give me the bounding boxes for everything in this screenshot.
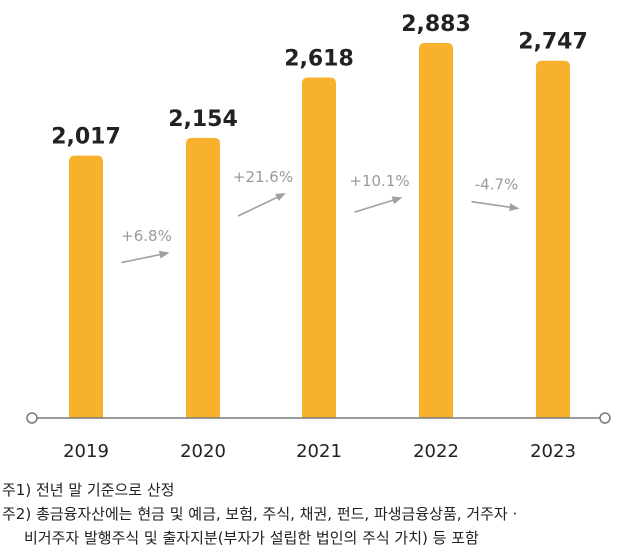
change-arrow-1 [121, 250, 170, 264]
value-label-2021: 2,618 [284, 46, 354, 71]
x-tick-2023: 2023 [530, 441, 576, 462]
change-label-3: +10.1% [349, 172, 409, 190]
bar-2020 [186, 137, 220, 418]
bar-2023 [536, 60, 570, 418]
footnotes: 주1) 전년 말 기준으로 산정 주2) 총금융자산에는 현금 및 예금, 보험… [2, 478, 632, 550]
x-axis-end-marker [599, 412, 611, 424]
bar-2022 [419, 43, 453, 418]
x-axis-start-marker [26, 412, 38, 424]
x-tick-2020: 2020 [180, 441, 226, 462]
bar-2021 [302, 77, 336, 418]
footnote-1: 주1) 전년 말 기준으로 산정 [2, 481, 175, 499]
footnote-2: 주2) 총금융자산에는 현금 및 예금, 보험, 주식, 채권, 펀드, 파생금… [2, 505, 518, 523]
change-label-1: +6.8% [121, 227, 172, 245]
value-label-2022: 2,883 [401, 12, 471, 37]
value-label-2023: 2,747 [518, 30, 588, 55]
change-arrow-2 [237, 193, 286, 217]
bar-2019 [69, 155, 103, 419]
change-arrow-3 [354, 196, 403, 213]
bar-chart: 2,017 2,154 2,618 2,883 2,747 +6.8% +21.6% +10… [26, 12, 611, 462]
change-label-4: -4.7% [475, 176, 519, 194]
value-label-2019: 2,017 [51, 125, 121, 150]
x-tick-2019: 2019 [63, 441, 109, 462]
change-arrow-4 [471, 200, 520, 212]
x-tick-2022: 2022 [413, 441, 459, 462]
footnote-2-continued: 비거주자 발행주식 및 출자지분(부자가 설립한 법인의 주식 가치) 등 포함 [24, 529, 479, 547]
value-label-2020: 2,154 [168, 107, 238, 132]
change-label-2: +21.6% [233, 168, 293, 186]
x-tick-2021: 2021 [296, 441, 342, 462]
